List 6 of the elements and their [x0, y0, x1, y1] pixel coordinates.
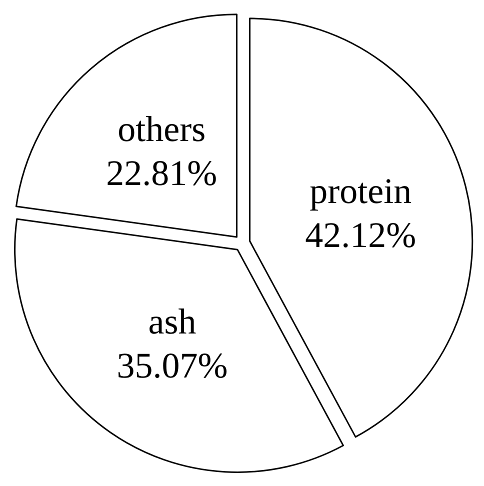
data-label: 42.12% — [305, 215, 416, 256]
slice-label: ash — [148, 301, 196, 342]
slice-label: others — [118, 108, 206, 149]
slice-label: protein — [310, 171, 412, 212]
data-label: 35.07% — [116, 345, 228, 386]
data-label: 22.81% — [106, 152, 218, 193]
